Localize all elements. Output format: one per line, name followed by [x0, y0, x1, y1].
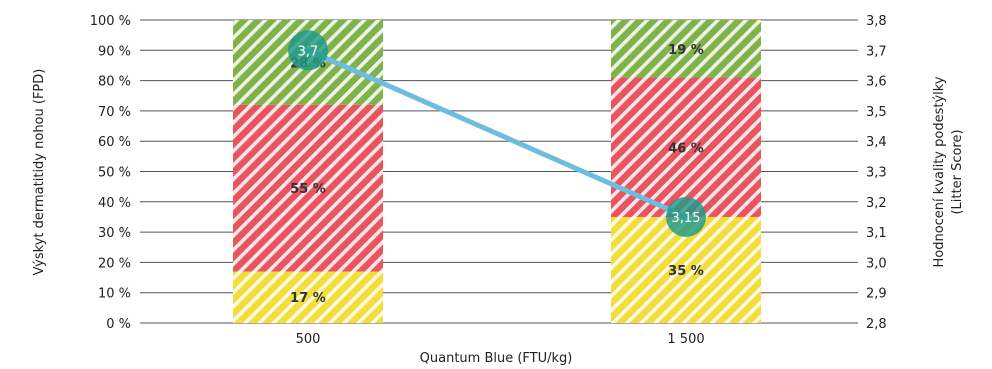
right-y-axis-title-line2: (Litter Score) [950, 129, 965, 214]
bar-segment [233, 271, 383, 323]
right-tick-label: 3,7 [866, 44, 887, 59]
right-tick-label: 3,1 [866, 226, 887, 241]
x-tick-label: 1 500 [667, 332, 704, 347]
x-axis-ticks: 500 1 500 [296, 332, 705, 347]
left-tick-label: 0 % [106, 317, 131, 332]
left-tick-label: 50 % [98, 166, 131, 181]
left-tick-label: 80 % [98, 75, 131, 90]
line-path [305, 47, 689, 220]
right-tick-label: 2,8 [866, 317, 887, 332]
right-tick-label: 2,9 [866, 287, 887, 302]
left-tick-label: 10 % [98, 287, 131, 302]
segment-value-label: 17 % [290, 291, 326, 306]
line-point-label: 3,15 [672, 211, 701, 226]
right-y-axis-title-line1: Hodnocení kvality podestýlky [932, 76, 947, 267]
left-tick-label: 20 % [98, 256, 131, 271]
right-axis-ticks: 2,8 2,9 3,0 3,1 3,2 3,3 3,4 3,5 3,6 3,7 3,8 [866, 14, 887, 332]
right-tick-label: 3,6 [866, 75, 887, 90]
x-axis-title: Quantum Blue (FTU/kg) [420, 351, 573, 366]
right-tick-label: 3,0 [866, 256, 887, 271]
line-point-marker [666, 196, 706, 237]
segment-value-label: 46 % [668, 141, 704, 156]
left-tick-label: 100 % [90, 14, 131, 29]
right-tick-label: 3,2 [866, 196, 887, 211]
bar-segment [611, 20, 761, 78]
bar-segment [233, 104, 383, 272]
right-tick-label: 3,5 [866, 105, 887, 120]
x-tick-label: 500 [296, 332, 321, 347]
segment-value-label: 19 % [668, 43, 704, 58]
left-axis-ticks: 0 % 10 % 20 % 30 % 40 % 50 % 60 % 70 % 80 % 90 % 1… [90, 14, 131, 332]
right-tick-label: 3,3 [866, 166, 887, 181]
left-tick-label: 90 % [98, 44, 131, 59]
left-tick-label: 60 % [98, 135, 131, 150]
left-tick-label: 40 % [98, 196, 131, 211]
left-tick-label: 70 % [98, 105, 131, 120]
right-tick-label: 3,8 [866, 14, 887, 29]
segment-value-label: 55 % [290, 182, 326, 197]
line-point-marker [288, 30, 328, 71]
line-point-label: 3,7 [298, 44, 319, 59]
stacked-bars [233, 20, 761, 323]
right-tick-label: 3,4 [866, 135, 887, 150]
left-y-axis-title: Výskyt dermatitidy nohou (FPD) [32, 69, 47, 276]
left-tick-label: 30 % [98, 226, 131, 241]
segment-value-label: 35 % [668, 264, 704, 279]
line-series: 3,7 3,15 [288, 30, 706, 237]
